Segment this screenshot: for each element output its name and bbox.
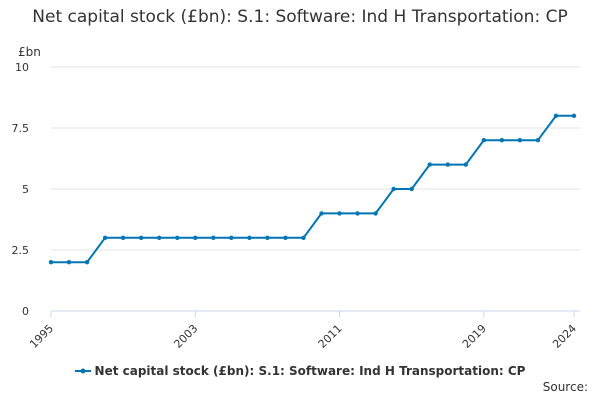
x-tick-label: 1995	[27, 322, 56, 351]
data-point	[120, 235, 126, 240]
data-point	[193, 235, 198, 240]
source-label: Source:	[542, 380, 588, 394]
data-point	[301, 235, 306, 240]
data-point	[427, 162, 432, 167]
data-point	[211, 235, 216, 240]
data-point	[499, 138, 505, 143]
legend-label: Net capital stock (£bn): S.1: Software: …	[94, 364, 526, 378]
y-tick-label: 5	[22, 183, 29, 196]
data-point	[517, 138, 523, 143]
chart-title: Net capital stock (£bn): S.1: Software: …	[32, 7, 568, 27]
data-point	[84, 260, 90, 265]
y-tick-label: 10	[15, 61, 29, 74]
data-point	[337, 211, 342, 216]
data-point	[571, 113, 577, 119]
data-point	[157, 235, 162, 240]
data-point	[102, 235, 108, 240]
data-point	[481, 138, 487, 143]
series-line	[51, 114, 574, 264]
legend-item-series[interactable]: Net capital stock (£bn): S.1: Software: …	[74, 364, 526, 378]
data-point	[48, 260, 54, 265]
data-point	[175, 235, 180, 240]
data-point	[553, 113, 559, 119]
data-point	[373, 211, 378, 216]
data-point	[409, 186, 414, 192]
data-point	[355, 211, 360, 216]
x-tick-label: 2024	[550, 322, 579, 351]
x-tick-label: 2011	[316, 322, 345, 351]
data-point	[463, 162, 468, 167]
legend-line-icon	[74, 368, 91, 374]
data-point	[229, 235, 234, 240]
y-tick-label: 7.5	[12, 122, 30, 135]
data-point	[66, 260, 72, 265]
data-point	[535, 138, 541, 143]
data-point	[265, 235, 270, 240]
data-point	[445, 162, 450, 167]
x-tick-label: 2003	[171, 322, 200, 351]
y-tick-label: 2.5	[12, 244, 30, 257]
data-point	[391, 186, 396, 192]
data-point	[319, 211, 324, 216]
data-point	[283, 235, 288, 240]
data-point	[138, 235, 144, 240]
y-axis-label: £bn	[18, 45, 41, 59]
x-tick-label: 2019	[460, 322, 489, 351]
legend[interactable]: Net capital stock (£bn): S.1: Software: …	[0, 364, 600, 380]
y-tick-label: 0	[22, 305, 29, 318]
data-point	[247, 235, 252, 240]
